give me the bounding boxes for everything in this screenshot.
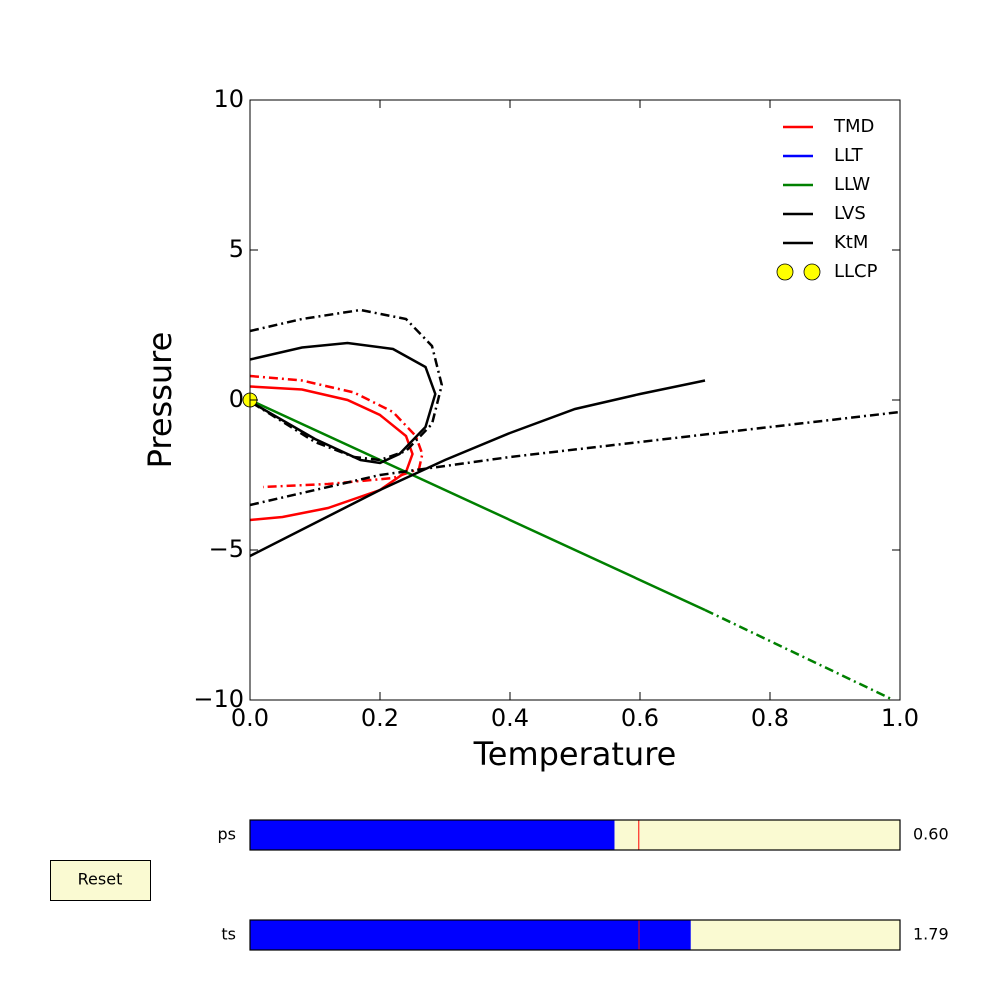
slider-border	[249, 919, 901, 951]
x-tick-label: 0.8	[751, 704, 789, 732]
slider[interactable]: ts 1.79	[221, 919, 949, 951]
line-ktm	[249, 410, 901, 507]
line-llw	[249, 398, 706, 612]
legend-label: LLT	[834, 145, 864, 166]
legend: TMD LLT LLW LVS KtM LLCP	[776, 116, 878, 282]
legend-label: LLW	[834, 174, 870, 195]
x-tick-label: 0.0	[231, 704, 269, 732]
legend-label: TMD	[833, 116, 874, 137]
x-axis-label: Temperature	[473, 735, 677, 773]
slider-fill	[250, 820, 615, 850]
y-tick-label: −10	[193, 685, 244, 713]
line-ktm	[249, 379, 706, 558]
line-llw	[704, 608, 895, 702]
x-tick-label: 0.4	[491, 704, 529, 732]
line-tmd	[249, 385, 414, 522]
slider-value: 0.60	[913, 825, 949, 844]
y-tick-label: −5	[209, 535, 244, 563]
x-tick-label: 0.2	[361, 704, 399, 732]
x-tick-label: 0.6	[621, 704, 659, 732]
line-tmd	[249, 374, 424, 489]
slider-label: ps	[218, 825, 237, 844]
line-lvs	[249, 308, 444, 462]
slider-label: ts	[221, 925, 236, 944]
y-axis-label: Pressure	[141, 332, 179, 469]
reset-box[interactable]	[50, 860, 151, 901]
legend-label: LLCP	[834, 261, 878, 282]
reset-label[interactable]: Reset	[78, 870, 123, 889]
slider-fill	[250, 920, 691, 950]
y-tick-label: 5	[229, 235, 244, 263]
y-tick-label: 0	[229, 385, 244, 413]
slider-border	[249, 819, 901, 851]
legend-marker	[776, 263, 794, 281]
legend-label: KtM	[834, 232, 868, 253]
x-tick-label: 1.0	[881, 704, 919, 732]
slider-value: 1.79	[913, 925, 949, 944]
slider[interactable]: ps 0.60	[218, 819, 949, 851]
legend-label: LVS	[834, 203, 866, 224]
y-tick-label: 10	[213, 85, 244, 113]
reset-button[interactable]: Reset	[50, 860, 151, 901]
legend-marker	[803, 263, 821, 281]
